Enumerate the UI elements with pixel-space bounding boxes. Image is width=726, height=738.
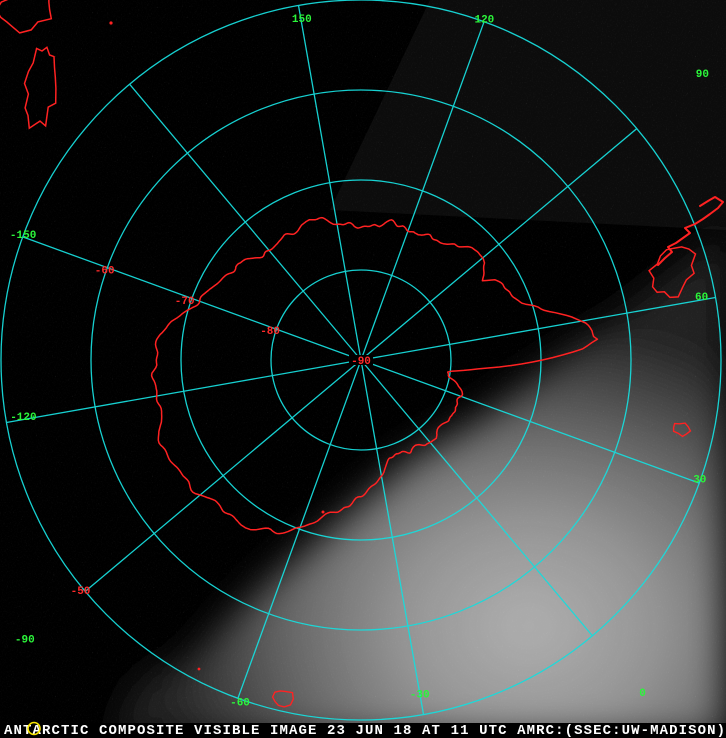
svg-text:60: 60 xyxy=(695,292,708,304)
svg-text:-80: -80 xyxy=(260,326,280,338)
svg-text:-90: -90 xyxy=(351,356,371,368)
svg-text:0: 0 xyxy=(639,688,646,700)
svg-text:-90: -90 xyxy=(15,635,35,647)
svg-text:-60: -60 xyxy=(230,698,250,710)
svg-text:90: 90 xyxy=(696,69,709,81)
svg-text:150: 150 xyxy=(292,14,312,26)
svg-text:120: 120 xyxy=(474,15,494,27)
svg-text:-120: -120 xyxy=(10,412,36,424)
svg-text:-60: -60 xyxy=(95,266,115,278)
svg-text:-30: -30 xyxy=(410,690,430,702)
svg-text:-70: -70 xyxy=(175,296,195,308)
svg-text:-50: -50 xyxy=(71,586,91,598)
svg-text:30: 30 xyxy=(693,475,706,487)
svg-text:-150: -150 xyxy=(10,230,36,242)
